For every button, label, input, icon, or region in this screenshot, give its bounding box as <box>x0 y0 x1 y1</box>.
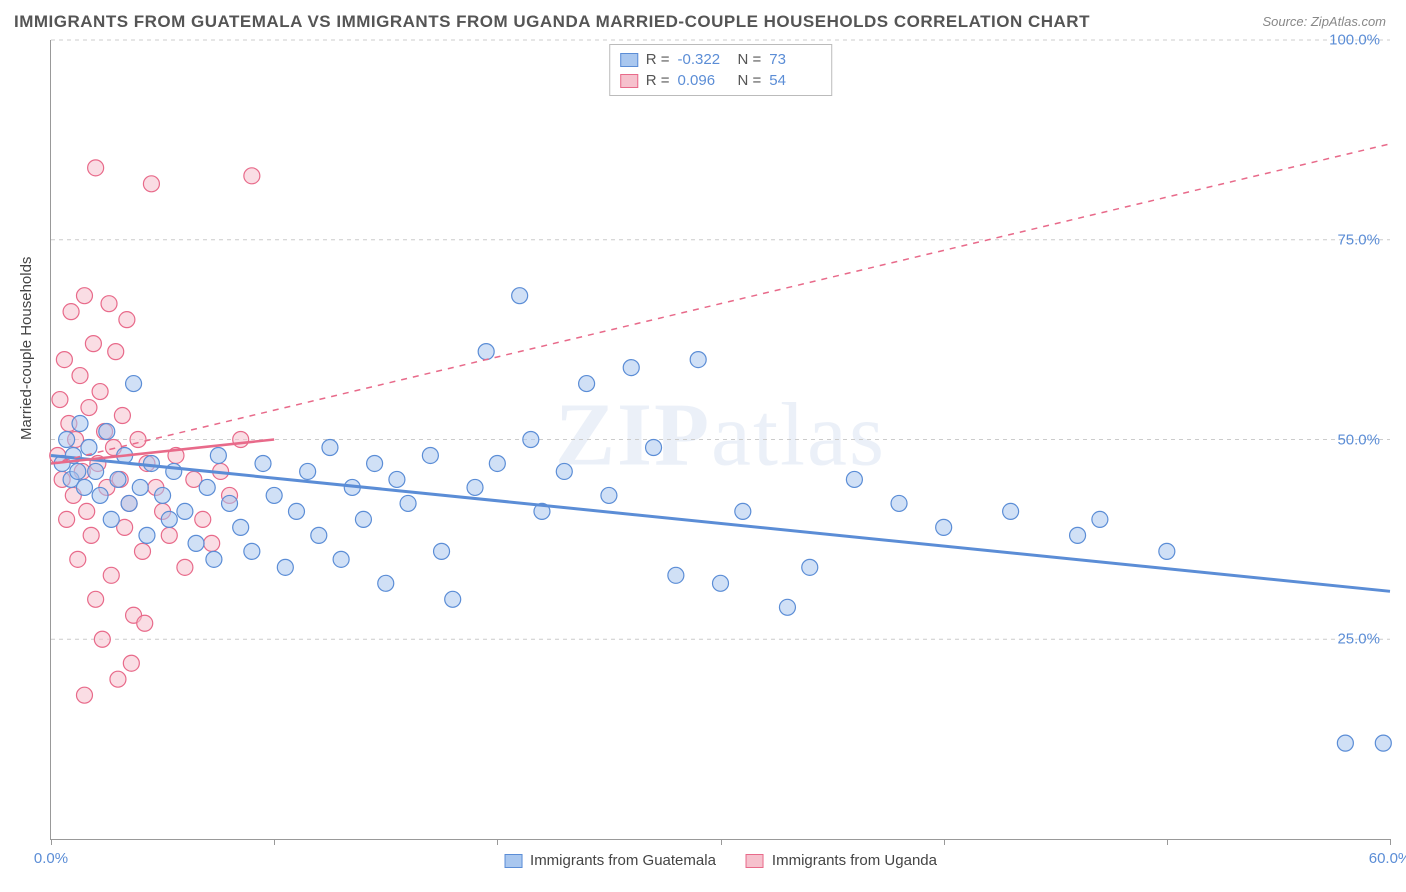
x-tick-mark <box>721 839 722 845</box>
n-label: N = <box>738 51 762 68</box>
y-tick-label: 25.0% <box>1337 631 1380 648</box>
r-label: R = <box>646 51 670 68</box>
series-1-n-value: 54 <box>769 72 821 89</box>
y-tick-label: 75.0% <box>1337 231 1380 248</box>
series-1-swatch <box>620 74 638 88</box>
chart-plot-area: ZIPatlas R = -0.322 N = 73 R = 0.096 N =… <box>50 40 1390 840</box>
series-1-name: Immigrants from Uganda <box>772 852 937 869</box>
source-attribution: Source: ZipAtlas.com <box>1262 14 1386 29</box>
n-label: N = <box>738 72 762 89</box>
x-tick-label: 0.0% <box>34 850 68 867</box>
x-tick-mark <box>1390 839 1391 845</box>
series-0-name: Immigrants from Guatemala <box>530 852 716 869</box>
x-tick-mark <box>497 839 498 845</box>
series-0-n-value: 73 <box>769 51 821 68</box>
correlation-stats-legend: R = -0.322 N = 73 R = 0.096 N = 54 <box>609 44 833 96</box>
x-tick-mark <box>944 839 945 845</box>
y-axis-label: Married-couple Households <box>18 257 35 440</box>
stats-row-series-1: R = 0.096 N = 54 <box>620 70 822 91</box>
r-label: R = <box>646 72 670 89</box>
legend-item-1: Immigrants from Uganda <box>746 852 937 869</box>
legend-item-0: Immigrants from Guatemala <box>504 852 716 869</box>
chart-title: IMMIGRANTS FROM GUATEMALA VS IMMIGRANTS … <box>14 12 1090 32</box>
x-tick-label: 60.0% <box>1369 850 1406 867</box>
stats-row-series-0: R = -0.322 N = 73 <box>620 49 822 70</box>
series-1-r-value: 0.096 <box>678 72 730 89</box>
y-tick-label: 50.0% <box>1337 431 1380 448</box>
x-tick-mark <box>274 839 275 845</box>
x-tick-mark <box>51 839 52 845</box>
series-0-swatch <box>620 53 638 67</box>
series-0-r-value: -0.322 <box>678 51 730 68</box>
x-tick-mark <box>1167 839 1168 845</box>
scatter-svg <box>51 40 1390 839</box>
y-tick-label: 100.0% <box>1329 32 1380 49</box>
series-1-swatch <box>746 854 764 868</box>
series-0-swatch <box>504 854 522 868</box>
series-legend: Immigrants from Guatemala Immigrants fro… <box>504 852 937 869</box>
